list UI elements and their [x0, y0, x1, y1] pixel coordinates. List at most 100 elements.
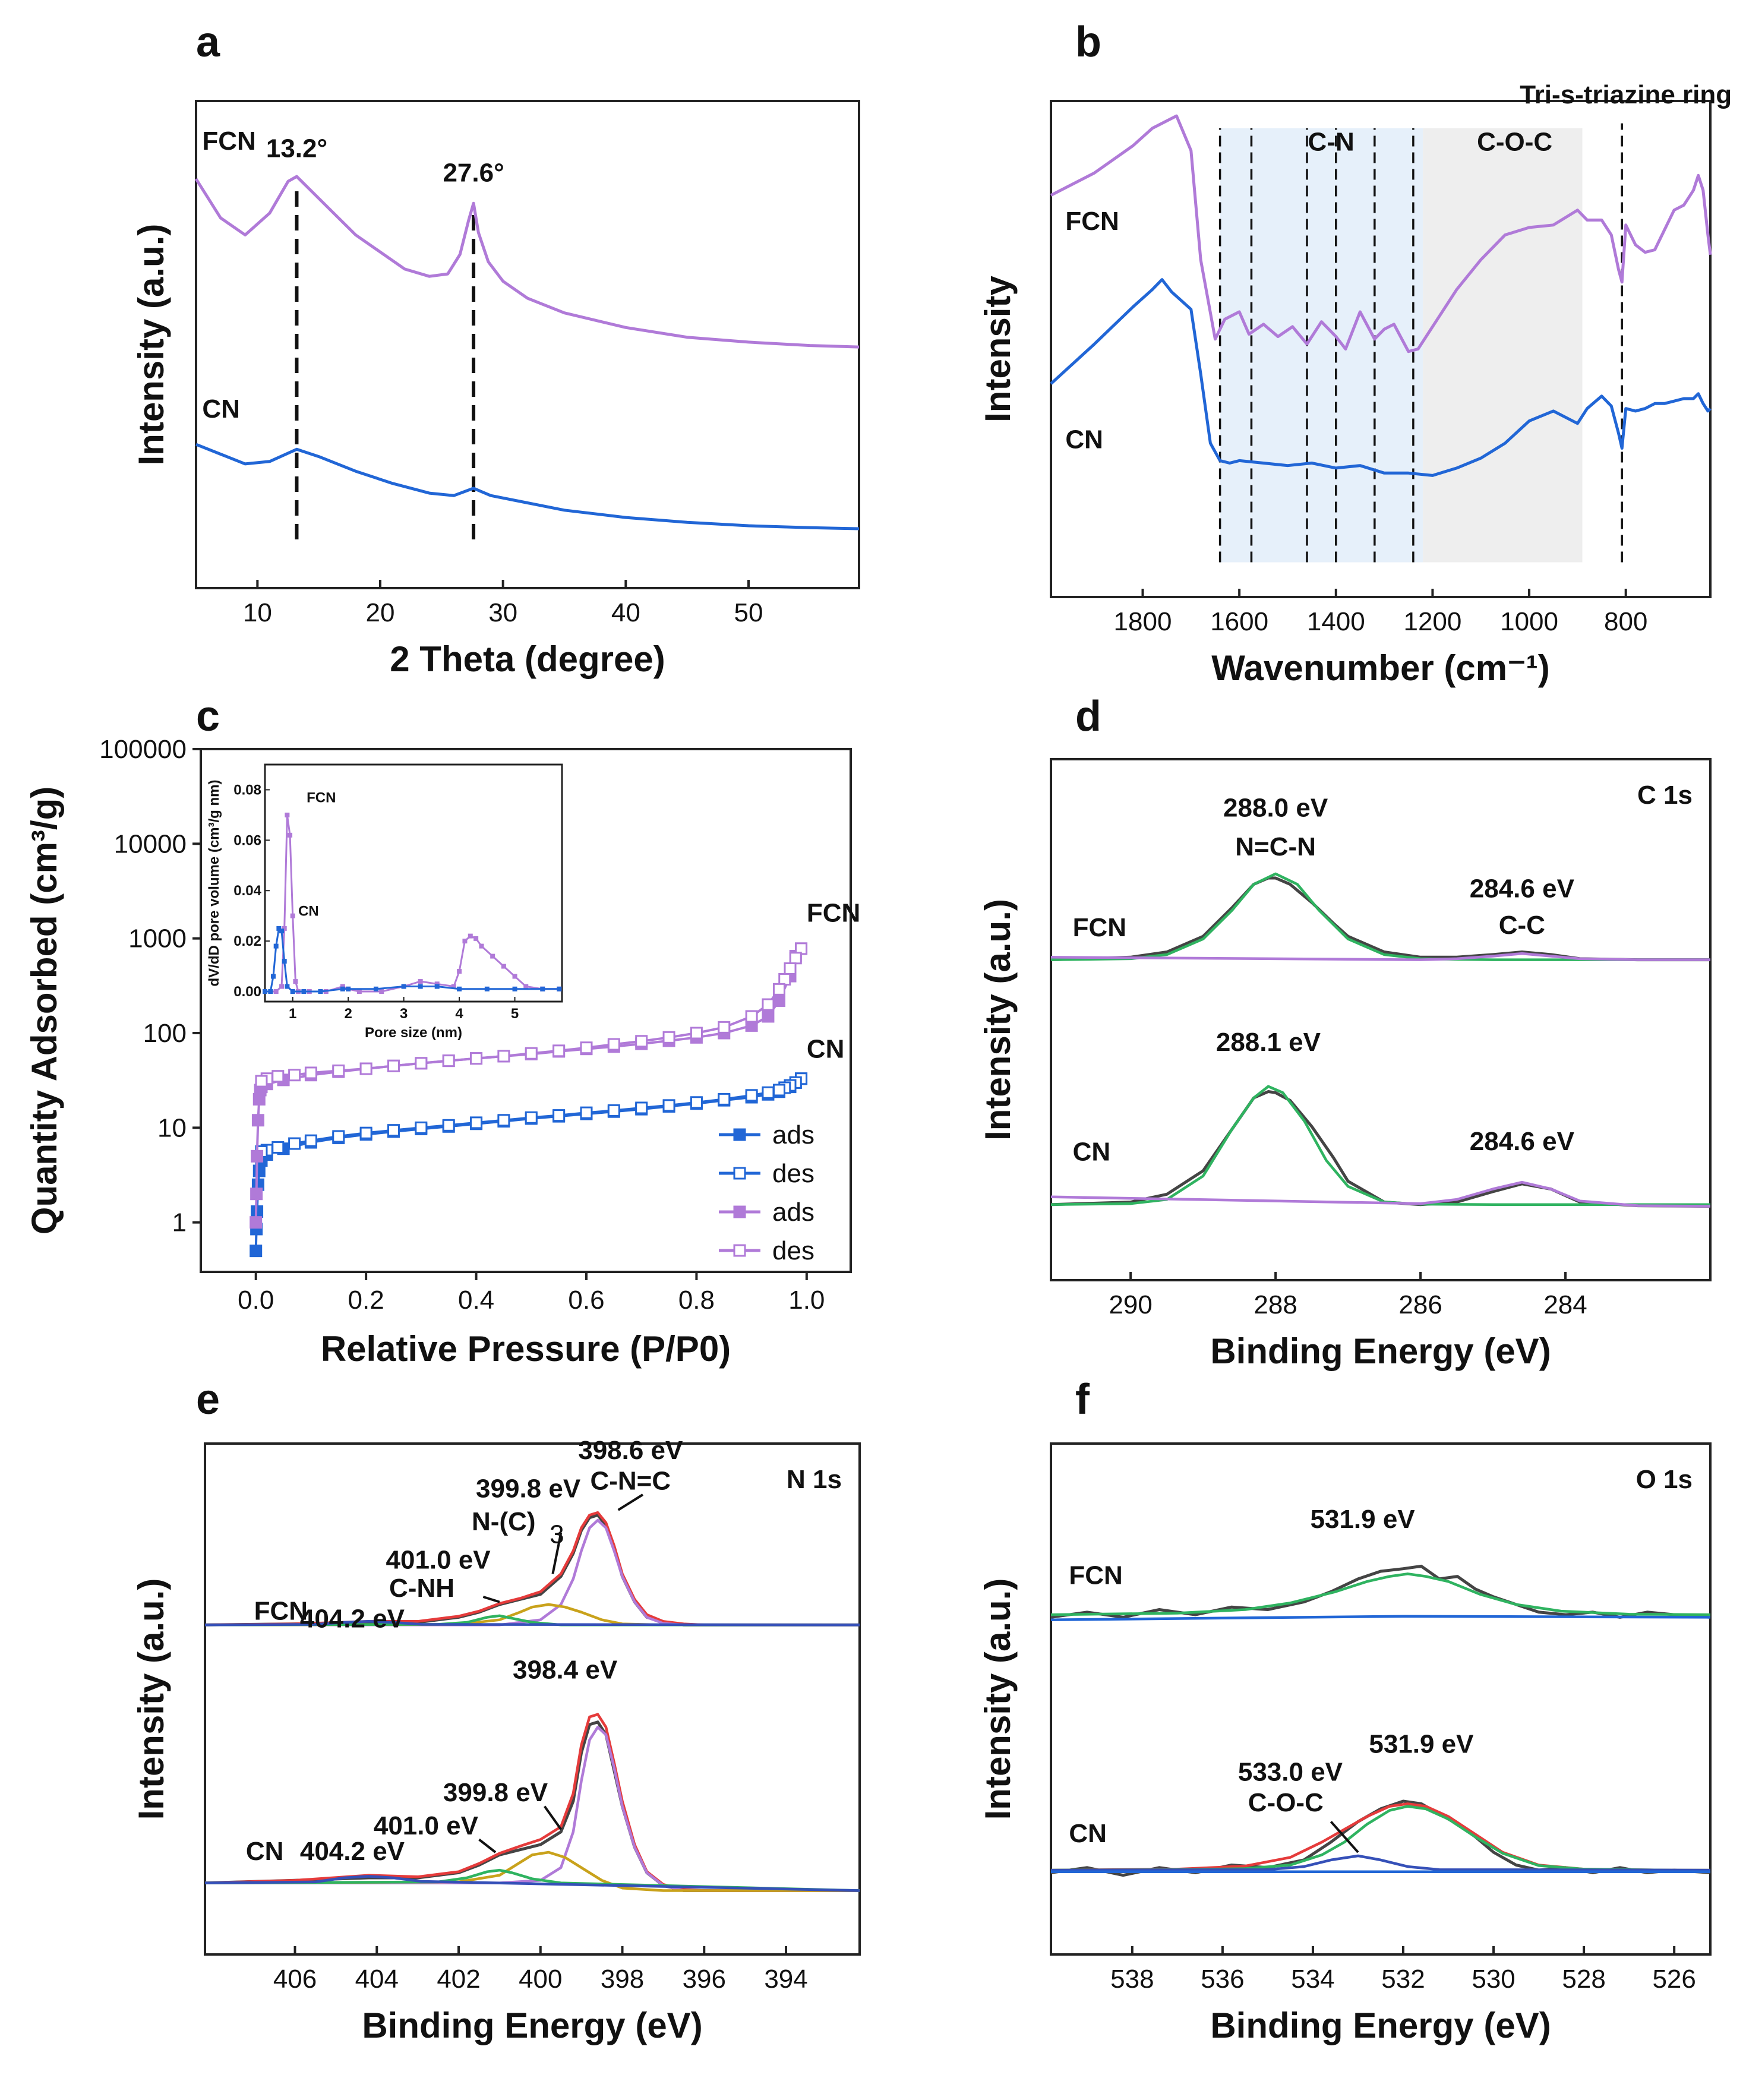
x-tick-label: 1000	[1500, 607, 1558, 636]
x-tick-label: 396	[683, 1965, 726, 1994]
legend-label: des	[772, 1236, 814, 1265]
x-tick-label: 20	[366, 598, 395, 627]
inset-marker-fcn	[356, 989, 362, 994]
marker-fcn-des	[497, 1050, 510, 1063]
annotation-c-c: C-C	[1499, 911, 1545, 940]
marker-fcn-ads	[772, 994, 785, 1007]
xps-line-fcn-baseline	[1050, 1615, 1711, 1621]
inset-y-tick-label: 0.02	[233, 933, 261, 949]
ftir-line-fcn	[1050, 114, 1712, 353]
marker-cn-des	[497, 1114, 510, 1127]
y-tick-label: 1	[172, 1208, 187, 1237]
annotation-533-0-ev: 533.0 eV	[1238, 1758, 1343, 1787]
annotation-531-9-ev: 531.9 eV	[1311, 1505, 1416, 1534]
x-tick-label: 530	[1472, 1965, 1515, 1994]
x-tick-label: 1600	[1210, 607, 1268, 636]
annotation-fcn: FCN	[202, 127, 255, 156]
x-tick-label: 284	[1543, 1290, 1587, 1319]
annotation-404-2-ev: 404.2 eV	[300, 1605, 405, 1634]
x-tick-label: 404	[355, 1965, 399, 1994]
annotation-arrow	[617, 1493, 644, 1511]
x-tick-label: 290	[1109, 1290, 1152, 1319]
x-tick-label: 0.4	[458, 1286, 494, 1315]
marker-cn-des	[442, 1119, 455, 1132]
x-tick-label: 40	[611, 598, 640, 627]
inset-marker-fcn	[285, 812, 290, 817]
marker-fcn-des	[359, 1062, 372, 1075]
annotation-c-o-c: C-O-C	[1477, 128, 1552, 157]
annotation-398-4-ev: 398.4 eV	[513, 1656, 618, 1685]
annotation-fcn: FCN	[807, 899, 860, 928]
xps-line-cn-399-8	[204, 1850, 860, 1892]
inset-marker-fcn	[288, 832, 293, 838]
y-axis-title: Quantity Adsorbed (cm³/g)	[24, 787, 64, 1234]
annotation-cn: CN	[202, 394, 240, 424]
xrd-line-fcn	[194, 175, 860, 349]
inset-marker-cn	[273, 943, 279, 949]
annotation-c-n: C-N	[1308, 128, 1355, 157]
annotation-288-0-ev: 288.0 eV	[1223, 793, 1328, 822]
marker-cn-des	[762, 1086, 775, 1099]
x-tick-label: 536	[1201, 1965, 1244, 1994]
marker-cn-ads	[250, 1245, 263, 1258]
plot-frame	[1050, 1442, 1712, 1956]
plot-frame	[1050, 758, 1712, 1281]
xps-line-fcn-raw	[1050, 876, 1710, 962]
panel-d: 290 288 286 284 d Binding Energy (eV) Intensit…	[978, 693, 1712, 1371]
plot-frame	[1050, 100, 1712, 598]
plot-frame	[204, 1442, 861, 1956]
legend-marker	[733, 1205, 746, 1218]
x-axis-title: Wavenumber (cm⁻¹)	[1211, 648, 1550, 688]
inset-annotation-fcn: FCN	[307, 790, 336, 806]
marker-cn-des	[387, 1124, 400, 1137]
annotation-401-0-ev: 401.0 eV	[386, 1546, 491, 1575]
xps-line-cn-fit-533-0	[1050, 1854, 1711, 1872]
annotation-27-6: 27.6°	[443, 158, 504, 187]
inset-x-tick-label: 2	[345, 1006, 352, 1022]
inset-marker-cn	[373, 986, 378, 991]
x-tick-label: 0.0	[238, 1286, 274, 1315]
panel-label: f	[1075, 1376, 1090, 1423]
marker-cn-des	[304, 1134, 317, 1147]
annotation-284-6-ev: 284.6 eV	[1470, 1127, 1575, 1156]
xps-line-cn-raw	[1050, 1090, 1711, 1208]
panel-a: 10 20 30 40 50 a 2 Theta (degree) Intensity (a.…	[131, 18, 860, 679]
annotation-fcn: FCN	[1065, 207, 1119, 236]
marker-cn-des	[470, 1116, 483, 1129]
x-tick-label: 398	[601, 1965, 644, 1994]
x-tick-label: 528	[1562, 1965, 1605, 1994]
inset-marker-cn	[282, 959, 287, 964]
x-tick-label: 288	[1254, 1290, 1297, 1319]
xrd-line-cn	[195, 443, 860, 530]
inset-marker-cn	[418, 984, 423, 989]
marker-fcn-des	[288, 1069, 301, 1082]
plot-frame	[195, 100, 860, 589]
annotation-288-1-ev: 288.1 eV	[1216, 1028, 1321, 1057]
y-tick-label: 10000	[114, 829, 187, 858]
x-tick-label: 800	[1604, 607, 1647, 636]
annotation-398-6-ev: 398.6 eV	[578, 1436, 683, 1465]
marker-fcn-ads	[250, 1188, 263, 1201]
xps-line-cn-raw	[1050, 1799, 1711, 1877]
marker-cn-des	[271, 1141, 285, 1154]
inset-y-tick-label: 0.00	[233, 984, 261, 1000]
marker-fcn-ads	[251, 1150, 264, 1163]
annotation-n-c: N-(C)	[472, 1507, 536, 1536]
inset-marker-cn	[268, 989, 273, 994]
inset-marker-fcn	[501, 964, 506, 969]
inset-marker-fcn	[379, 989, 384, 994]
xps-line-cn-fit-531-9	[1050, 1805, 1710, 1872]
panel-e: 406 404 402 400 398 396 394 e Binding Energy (eV…	[131, 1376, 861, 2045]
inset-marker-fcn	[473, 936, 479, 941]
annotation-c-o-c: C-O-C	[1248, 1788, 1324, 1817]
panel-label: e	[196, 1376, 220, 1423]
inset-marker-fcn	[290, 913, 295, 918]
inset-marker-cn	[276, 926, 282, 931]
marker-fcn-des	[772, 983, 785, 996]
inset-marker-fcn	[490, 953, 495, 959]
y-tick-label: 1000	[128, 924, 187, 953]
marker-cn-des	[662, 1099, 675, 1112]
y-axis-title: Intensity (a.u.)	[131, 224, 171, 466]
legend-label: des	[772, 1159, 814, 1188]
